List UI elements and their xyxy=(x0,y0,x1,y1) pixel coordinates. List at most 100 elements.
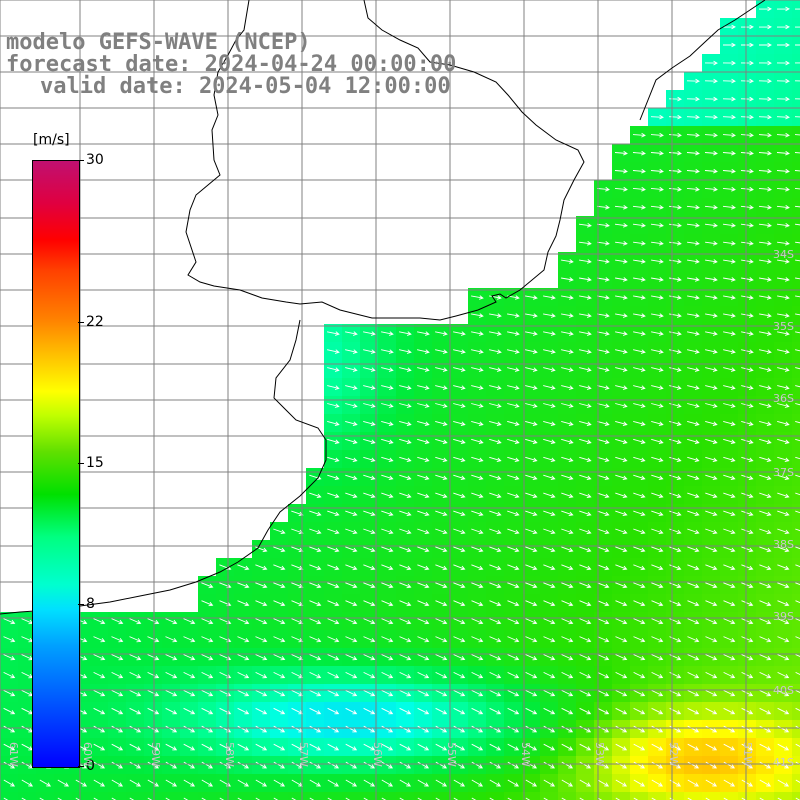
wind-arrow xyxy=(759,259,772,264)
wind-arrow xyxy=(633,438,646,444)
wind-arrow xyxy=(435,331,448,336)
wind-arrow xyxy=(705,528,718,535)
wind-arrow xyxy=(201,761,214,769)
wind-arrow xyxy=(686,205,700,210)
wind-arrow xyxy=(111,636,124,643)
longitude-label: 53W xyxy=(593,742,606,767)
wind-arrow xyxy=(597,313,610,318)
wind-arrow xyxy=(759,420,772,426)
wind-arrow xyxy=(399,671,412,679)
wind-arrow xyxy=(381,671,394,679)
wind-arrow xyxy=(597,420,610,426)
wind-cell xyxy=(792,666,800,684)
wind-arrow xyxy=(561,492,574,499)
wind-cell xyxy=(306,792,324,800)
wind-arrow xyxy=(615,564,628,571)
wind-arrow xyxy=(507,600,520,607)
wind-arrow xyxy=(741,564,754,571)
wind-arrow xyxy=(165,689,178,697)
wind-arrow xyxy=(741,42,754,48)
wind-arrow xyxy=(435,654,448,661)
wind-arrow xyxy=(687,689,700,697)
wind-arrow xyxy=(687,743,700,751)
wind-arrow xyxy=(507,797,513,800)
wind-arrow xyxy=(399,564,412,571)
longitude-label: 55W xyxy=(445,742,458,767)
wind-arrow xyxy=(363,331,376,336)
wind-arrow xyxy=(705,779,718,787)
wind-arrow xyxy=(363,600,376,607)
wind-arrow xyxy=(435,420,448,426)
wind-arrow xyxy=(651,564,664,571)
wind-arrow xyxy=(363,528,376,535)
wind-arrow xyxy=(525,761,538,769)
wind-arrow xyxy=(740,60,754,66)
wind-arrow xyxy=(471,564,484,571)
wind-arrow xyxy=(651,689,664,697)
wind-arrow xyxy=(597,797,603,800)
wind-arrow xyxy=(525,385,538,390)
wind-arrow xyxy=(399,403,412,408)
wind-arrow xyxy=(327,654,340,661)
wind-arrow xyxy=(3,618,16,625)
wind-arrow xyxy=(525,546,538,553)
wind-arrow xyxy=(777,42,790,48)
wind-arrow xyxy=(345,456,358,463)
longitude-label: 52W xyxy=(667,742,680,767)
wind-arrow xyxy=(417,367,430,372)
wind-arrow xyxy=(615,349,628,354)
wind-arrow xyxy=(435,492,448,499)
wind-cell xyxy=(540,792,558,800)
wind-arrow xyxy=(795,743,800,747)
wind-arrow xyxy=(507,743,520,751)
wind-arrow xyxy=(381,528,394,535)
wind-arrow xyxy=(794,134,800,136)
wind-arrow xyxy=(705,295,718,300)
wind-arrow xyxy=(471,600,484,607)
wind-arrow xyxy=(723,510,736,517)
wind-arrow xyxy=(759,671,772,679)
wind-arrow xyxy=(723,636,736,643)
wind-arrow xyxy=(651,528,664,535)
wind-arrow xyxy=(687,564,700,571)
wind-arrow xyxy=(453,725,466,733)
wind-arrow xyxy=(435,618,448,625)
wind-arrow xyxy=(561,420,574,426)
wind-arrow xyxy=(740,168,754,174)
wind-arrow xyxy=(794,187,800,190)
wind-arrow xyxy=(165,618,178,625)
wind-cell xyxy=(0,792,18,800)
wind-arrow xyxy=(561,725,574,733)
wind-arrow xyxy=(381,403,394,408)
wind-arrow xyxy=(363,420,376,426)
wind-arrow xyxy=(614,150,628,156)
wind-arrow xyxy=(777,474,790,481)
wind-arrow xyxy=(381,761,394,769)
wind-arrow xyxy=(758,168,772,174)
wind-arrow xyxy=(633,761,646,769)
wind-arrow xyxy=(759,367,772,372)
wind-arrow xyxy=(525,456,538,463)
wind-arrow xyxy=(489,528,502,535)
wind-arrow xyxy=(650,150,664,156)
wind-arrow xyxy=(795,349,800,352)
wind-arrow xyxy=(237,564,250,571)
wind-arrow xyxy=(759,403,772,408)
wind-arrow xyxy=(309,707,322,715)
wind-arrow xyxy=(507,403,520,408)
wind-arrow xyxy=(327,438,340,444)
wind-arrow xyxy=(399,582,412,589)
wind-arrow xyxy=(650,205,664,210)
wind-arrow xyxy=(453,438,466,444)
wind-arrow xyxy=(633,492,646,499)
wind-arrow xyxy=(723,349,736,354)
wind-arrow xyxy=(237,582,250,589)
wind-arrow xyxy=(381,707,394,715)
wind-cell xyxy=(144,792,162,800)
wind-arrow xyxy=(381,618,394,625)
wind-arrow xyxy=(651,403,664,408)
wind-arrow xyxy=(525,725,538,733)
wind-arrow xyxy=(669,349,682,354)
wind-arrow xyxy=(686,223,700,228)
